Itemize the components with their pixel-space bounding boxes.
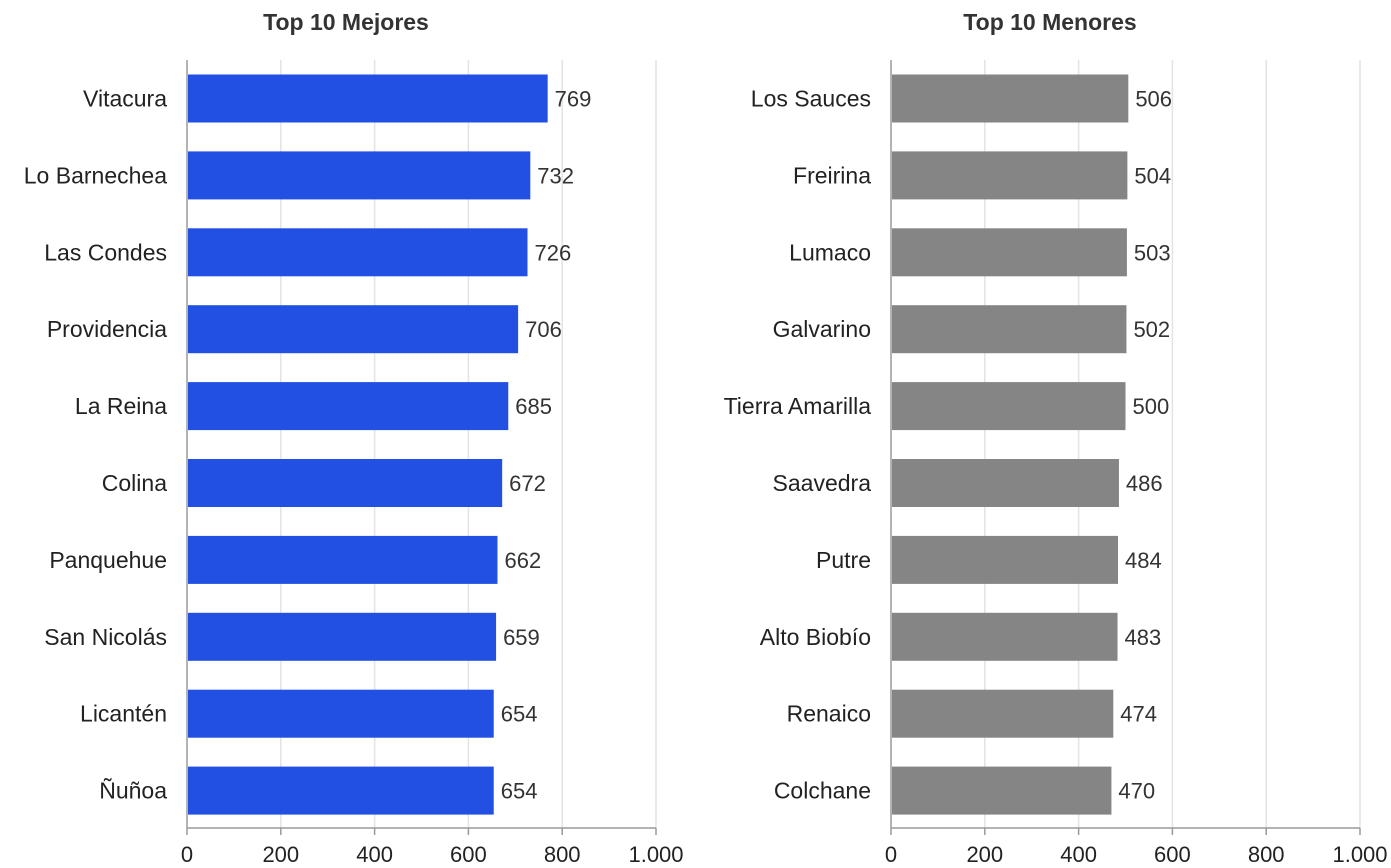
x-tick-label: 200 — [966, 842, 1003, 867]
value-label: 654 — [501, 702, 538, 727]
bar — [188, 612, 497, 661]
bar — [892, 689, 1114, 738]
x-tick-label: 1.000 — [1332, 842, 1387, 867]
x-tick-label: 0 — [885, 842, 897, 867]
value-label: 659 — [503, 625, 540, 650]
category-label: Saavedra — [773, 470, 872, 496]
chart-title: Top 10 Menores — [963, 9, 1136, 35]
category-label: Providencia — [47, 316, 167, 342]
value-label: 672 — [509, 471, 546, 496]
x-tick-label: 400 — [1060, 842, 1097, 867]
bar — [892, 228, 1127, 277]
bar — [892, 305, 1127, 354]
chart-top-mejores: Top 10 Mejores 0 200 400 600 800 1.000 Vitacur… — [24, 9, 684, 867]
value-label: 685 — [515, 394, 552, 419]
value-label: 474 — [1120, 702, 1157, 727]
category-label: Lo Barnechea — [24, 162, 167, 188]
chart-top-menores: Top 10 Menores 0 200 400 600 800 1.000 Los Sau… — [724, 9, 1388, 867]
value-label: 732 — [537, 163, 574, 188]
value-label: 484 — [1125, 548, 1162, 573]
category-label: Licantén — [80, 701, 167, 727]
category-label: La Reina — [75, 393, 167, 419]
x-tick-label: 800 — [1248, 842, 1285, 867]
bar — [188, 535, 498, 584]
value-label: 726 — [534, 240, 571, 265]
value-label: 502 — [1133, 317, 1170, 342]
value-label: 503 — [1134, 240, 1171, 265]
category-label: Freirina — [793, 162, 871, 188]
value-label: 504 — [1134, 163, 1171, 188]
x-tick-label: 400 — [356, 842, 393, 867]
x-tick-label: 1.000 — [628, 842, 683, 867]
category-label: Lumaco — [789, 239, 871, 265]
bar — [188, 459, 503, 507]
category-label: Los Sauces — [751, 86, 871, 112]
category-label: Ñuñoa — [99, 778, 167, 804]
bar — [188, 151, 531, 200]
category-label: Galvarino — [773, 316, 871, 342]
value-label: 486 — [1126, 471, 1163, 496]
value-label: 654 — [501, 779, 538, 804]
chart-title: Top 10 Mejores — [263, 9, 429, 35]
x-tick-label: 600 — [1154, 842, 1191, 867]
bar — [188, 228, 528, 277]
category-label: Las Condes — [44, 239, 167, 265]
x-tick-label: 800 — [544, 842, 581, 867]
x-tick-label: 0 — [181, 842, 193, 867]
category-label: Renaico — [787, 701, 871, 727]
value-label: 500 — [1133, 394, 1170, 419]
bar — [892, 151, 1128, 200]
category-label: Alto Biobío — [760, 624, 871, 650]
category-label: Colchane — [774, 778, 871, 804]
bar — [188, 74, 548, 123]
bar — [892, 459, 1119, 507]
bar — [892, 74, 1129, 123]
category-label: San Nicolás — [44, 624, 167, 650]
bar — [188, 382, 509, 431]
value-label: 662 — [504, 548, 541, 573]
category-label: Panquehue — [49, 547, 167, 573]
category-label: Putre — [816, 547, 871, 573]
bar — [188, 766, 494, 815]
bar — [892, 766, 1112, 815]
bar — [892, 612, 1118, 661]
value-label: 769 — [555, 87, 592, 112]
bar — [892, 535, 1118, 584]
bar — [188, 305, 519, 354]
category-label: Colina — [102, 470, 167, 496]
category-label: Tierra Amarilla — [724, 393, 872, 419]
category-label: Vitacura — [83, 86, 167, 112]
value-label: 470 — [1118, 779, 1155, 804]
value-label: 506 — [1135, 87, 1172, 112]
value-label: 706 — [525, 317, 562, 342]
x-tick-label: 200 — [262, 842, 299, 867]
bar — [188, 689, 494, 738]
x-tick-label: 600 — [450, 842, 487, 867]
bar — [892, 382, 1126, 431]
value-label: 483 — [1125, 625, 1162, 650]
